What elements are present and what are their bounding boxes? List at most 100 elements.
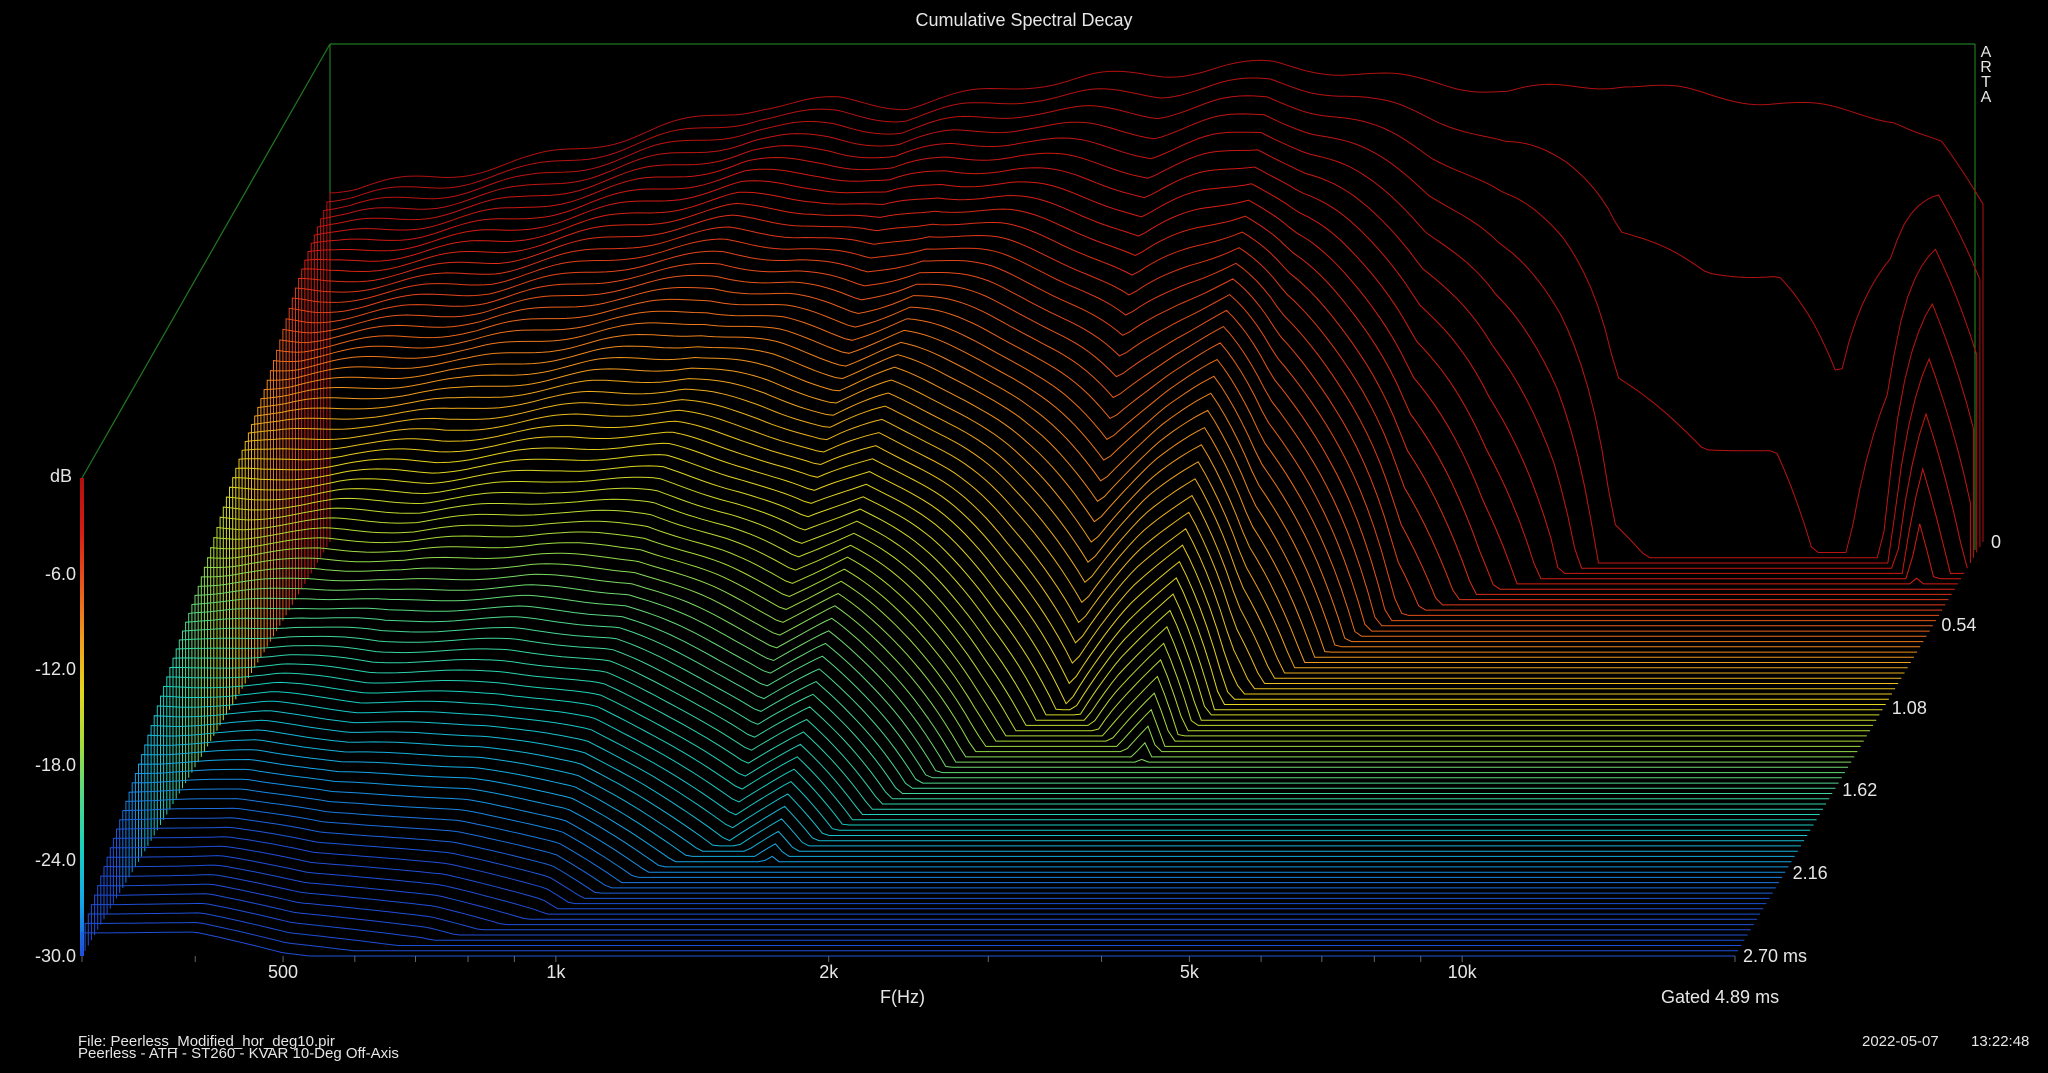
decay-slice	[166, 672, 1820, 815]
decay-slice	[291, 238, 1946, 606]
decay-slice	[244, 409, 1899, 684]
chart-title: Cumulative Spectral Decay	[915, 10, 1133, 30]
decay-slice	[225, 476, 1880, 716]
decay-slice	[326, 77, 1981, 548]
decay-slice	[229, 465, 1883, 711]
decay-slice	[194, 584, 1848, 768]
x-tick-label: 1k	[546, 962, 566, 982]
time-tick-label: 2.70 ms	[1743, 946, 1808, 966]
decay-slice	[285, 262, 1940, 616]
time-tick-label: 1.08	[1891, 697, 1927, 718]
file-name-line: File: Peerless_Modified_hor_deg10.pir	[78, 1033, 335, 1050]
y-tick-label: -24.0	[34, 850, 76, 871]
decay-slice	[147, 729, 1801, 847]
time-tick-label: 2.16	[1792, 863, 1828, 884]
decay-slice	[298, 214, 1952, 595]
y-tick-label: -18.0	[34, 754, 76, 775]
frame-top-diagonal	[81, 43, 331, 479]
time-tick-label: 0.54	[1941, 614, 1977, 635]
decay-slice	[112, 836, 1767, 905]
decay-slice	[254, 378, 1908, 669]
decay-slice	[97, 883, 1751, 931]
brand-letter: R	[1980, 59, 1992, 76]
decay-slice	[288, 250, 1943, 611]
decay-slice	[134, 768, 1789, 868]
decay-slice	[160, 691, 1814, 826]
decay-slice	[247, 399, 1902, 679]
decay-slice	[131, 778, 1786, 873]
arta-logo: A R T A	[1979, 44, 1993, 106]
decay-slice	[119, 817, 1773, 894]
decay-slice	[316, 131, 1971, 564]
x-tick-label: 500	[268, 962, 299, 982]
time-tick-label: 0	[1991, 532, 2002, 552]
x-tick-label: 5k	[1179, 962, 1199, 982]
decay-slice	[182, 626, 1836, 789]
x-tick-label: 2k	[819, 962, 839, 982]
x-axis-label: F(Hz)	[880, 987, 925, 1007]
decay-slice	[90, 902, 1745, 941]
decay-slice	[100, 874, 1754, 926]
decay-slice	[320, 113, 1975, 559]
decay-slice	[213, 520, 1867, 737]
decay-slice	[144, 739, 1798, 852]
description-line: Peerless - ATH - ST260 - KVAR 10-Deg Off…	[78, 1045, 399, 1062]
decay-slice	[235, 442, 1889, 700]
decay-slice	[301, 202, 1955, 590]
decay-slice	[175, 645, 1830, 800]
decay-slice	[150, 719, 1805, 842]
y-axis-label: dB	[50, 466, 73, 486]
y-tick-label: -30.0	[34, 946, 76, 966]
gate-note: Gated 4.89 ms	[1661, 987, 1780, 1007]
decay-slice	[185, 616, 1839, 784]
decay-slice	[307, 180, 1961, 580]
decay-slice	[269, 322, 1924, 643]
decay-slice	[310, 166, 1965, 574]
decay-slice	[106, 855, 1761, 915]
y-tick-label: -12.0	[34, 659, 76, 680]
decay-slice	[191, 594, 1845, 774]
decay-slice	[197, 573, 1852, 763]
decay-slice	[216, 509, 1870, 732]
x-tick-label: 10k	[1447, 962, 1477, 982]
decay-slice	[241, 420, 1896, 690]
decay-slice	[203, 552, 1858, 753]
decay-slice	[251, 388, 1905, 674]
decay-slice	[232, 454, 1886, 705]
decay-slice	[116, 826, 1770, 899]
axis-ticks	[81, 956, 1736, 962]
decay-slice	[263, 345, 1918, 653]
decay-slice	[128, 788, 1783, 878]
brand-letter: A	[1980, 89, 1992, 106]
decay-slice	[172, 654, 1826, 805]
decay-slice	[138, 758, 1792, 863]
brand-letter: T	[1981, 74, 1991, 91]
decay-slice	[163, 681, 1817, 821]
decay-slice	[279, 287, 1933, 627]
decay-slice	[103, 864, 1757, 920]
decay-slice	[84, 921, 1739, 952]
decay-slice	[94, 893, 1748, 936]
decay-slices	[81, 59, 1984, 957]
decay-slice	[276, 298, 1930, 632]
brand-letter: A	[1980, 44, 1992, 61]
decay-slice	[169, 663, 1823, 810]
decay-slice	[304, 191, 1958, 585]
decay-slice	[188, 605, 1842, 779]
decay-slice	[87, 912, 1742, 946]
decay-slice	[200, 563, 1855, 758]
decay-slice	[156, 700, 1811, 831]
decay-slice	[178, 635, 1833, 794]
decay-slice	[207, 542, 1861, 747]
db-colorbar	[80, 478, 84, 956]
decay-slice	[282, 275, 1936, 622]
decay-slice	[153, 710, 1808, 836]
decay-slice	[222, 487, 1877, 721]
time-tick-label: 1.62	[1842, 780, 1878, 801]
decay-slice	[141, 749, 1795, 857]
decay-slice	[257, 367, 1911, 663]
time-stamp: 13:22:48	[1971, 1033, 2030, 1050]
decay-slice	[329, 59, 1984, 542]
decay-slice	[323, 95, 1978, 553]
